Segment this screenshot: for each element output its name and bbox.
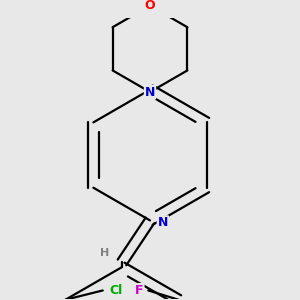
- Text: N: N: [145, 85, 155, 98]
- Text: O: O: [145, 0, 155, 12]
- Text: N: N: [158, 216, 168, 229]
- Text: Cl: Cl: [110, 284, 123, 297]
- Text: H: H: [100, 248, 109, 258]
- Text: F: F: [135, 284, 144, 297]
